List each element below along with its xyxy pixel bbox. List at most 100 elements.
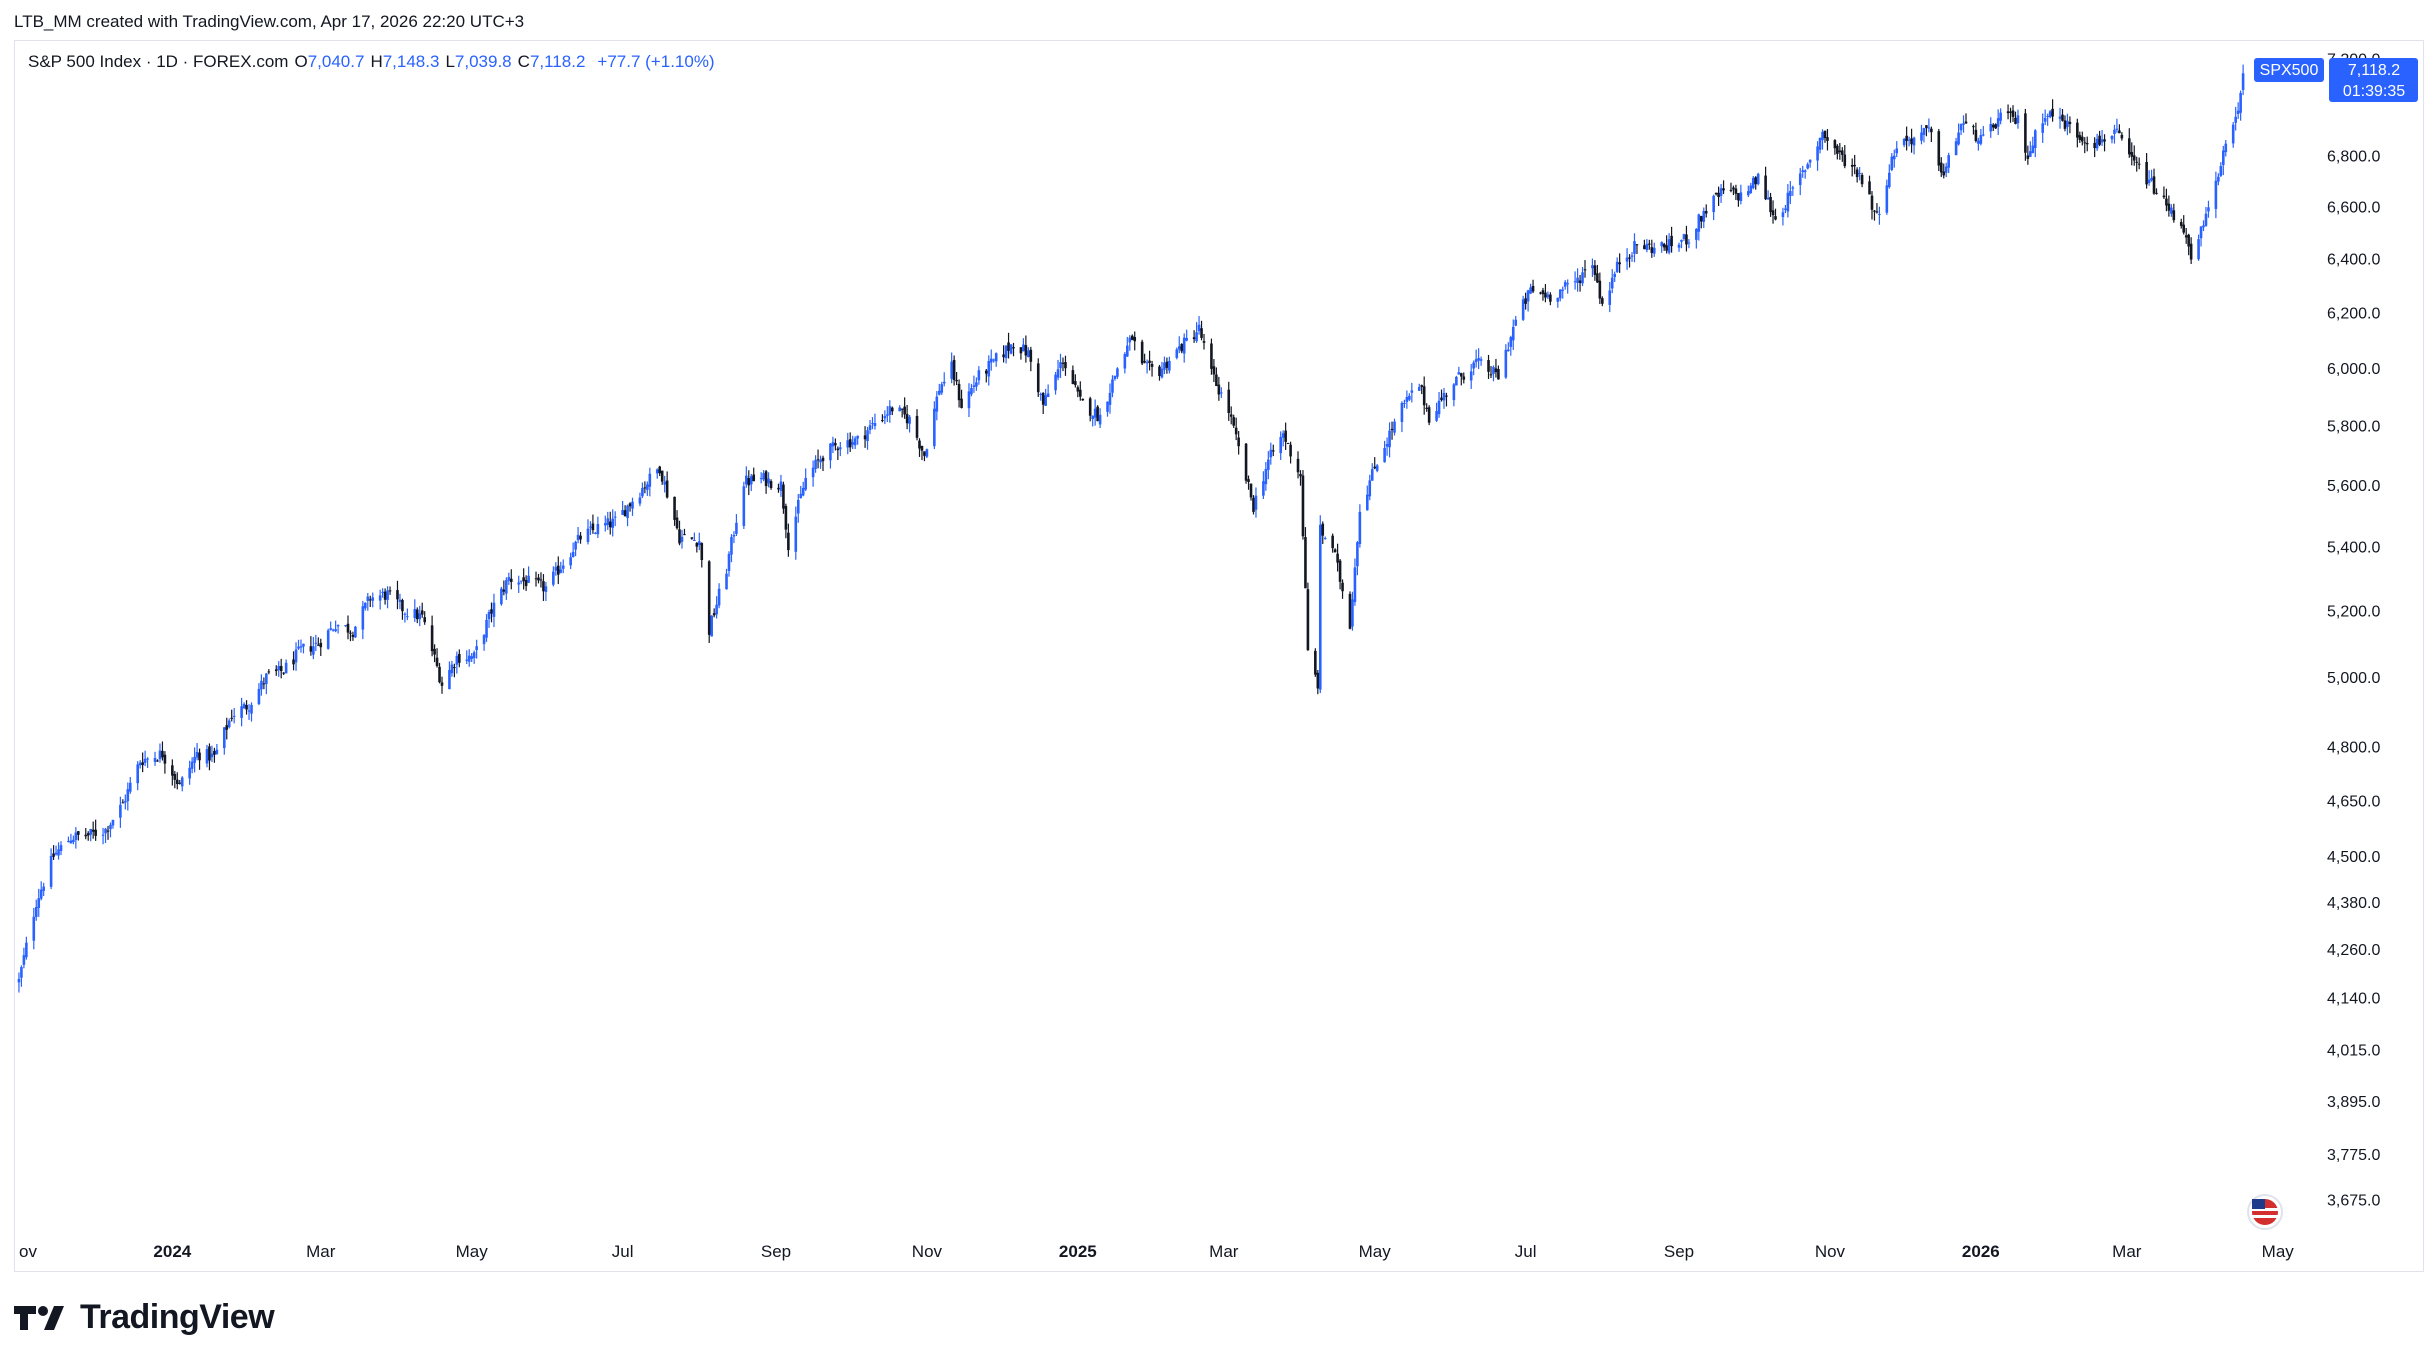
candle (853, 436, 857, 450)
candle (1212, 359, 1216, 383)
candle (1662, 242, 1666, 251)
candle (52, 845, 55, 860)
candle (1234, 417, 1238, 441)
candle (1012, 342, 1015, 357)
last-price-label: 7,118.2 (2348, 62, 2400, 79)
candle (777, 483, 780, 493)
candle (2187, 233, 2190, 256)
candle (2103, 134, 2106, 152)
candle (111, 819, 115, 829)
candle (866, 426, 869, 450)
candle (302, 643, 305, 654)
candle (1024, 335, 1028, 363)
candle (1180, 343, 1184, 354)
candle (1729, 182, 1733, 193)
candle (467, 649, 471, 667)
candle (1529, 283, 1532, 294)
candle (1281, 430, 1285, 447)
x-tick-label: Jul (1515, 1242, 1537, 1261)
candle (1076, 385, 1080, 398)
candle (213, 747, 216, 763)
candle (759, 472, 763, 484)
candle (1440, 389, 1443, 402)
legend-open: O7,040.7 (294, 52, 365, 71)
x-tick-label: Sep (1664, 1242, 1694, 1261)
candle (1833, 139, 1837, 155)
candle (539, 572, 543, 588)
candle (1610, 269, 1614, 294)
candle (1633, 233, 1636, 263)
candle (475, 639, 478, 659)
candle (1422, 376, 1426, 415)
candle (742, 481, 746, 529)
candle (225, 717, 229, 740)
candle (836, 446, 840, 461)
candle (1937, 128, 1941, 172)
candle (74, 827, 78, 849)
candle (1816, 141, 1819, 171)
candle (1652, 242, 1656, 257)
candle (91, 821, 95, 839)
candle (1113, 375, 1117, 381)
candle (1279, 431, 1283, 460)
candle (2100, 130, 2104, 146)
x-tick-label: 2024 (153, 1242, 191, 1261)
candle (1635, 244, 1639, 255)
countdown-label: 01:39:35 (2343, 83, 2405, 100)
candle (2016, 109, 2020, 129)
candle (2006, 104, 2010, 120)
candle (1165, 357, 1169, 374)
candle (1088, 396, 1092, 422)
candle (2058, 107, 2062, 129)
candle (1271, 444, 1275, 457)
candle (299, 639, 303, 653)
candle (646, 481, 649, 496)
candle (482, 634, 486, 651)
candle (1195, 322, 1198, 343)
candle (317, 637, 320, 646)
candle (569, 552, 572, 570)
candle (1667, 233, 1671, 255)
candle (2214, 171, 2218, 219)
candle (1546, 291, 1550, 300)
us-flag-icon[interactable] (2247, 1194, 2283, 1230)
candle (119, 796, 122, 828)
candle (240, 697, 243, 727)
y-tick-label: 4,015.0 (2327, 1042, 2380, 1059)
candle (1999, 108, 2002, 125)
candle (1996, 109, 2000, 136)
tradingview-logo[interactable]: TradingView (14, 1298, 275, 1337)
candle (2041, 113, 2045, 143)
candle (413, 599, 417, 622)
candle (49, 848, 53, 890)
candle (984, 368, 988, 383)
candle (1719, 184, 1723, 203)
candle (2115, 118, 2119, 133)
legend-close: C7,118.2 (517, 52, 586, 71)
candle (2236, 102, 2240, 120)
candle (440, 676, 444, 694)
x-tick-label: Mar (2112, 1242, 2142, 1261)
candle (1601, 296, 1604, 307)
candle (1145, 359, 1149, 374)
y-tick-label: 4,500.0 (2327, 849, 2380, 866)
candle (1353, 558, 1357, 606)
candle (84, 828, 88, 840)
candle (1734, 184, 1738, 201)
candle (1289, 441, 1292, 464)
candle (940, 381, 944, 395)
candle (1267, 451, 1270, 480)
candle (819, 455, 822, 469)
candle (1521, 295, 1525, 321)
candle (42, 882, 45, 897)
candle (1341, 579, 1344, 599)
candle (935, 391, 939, 421)
candle (1269, 442, 1273, 465)
candle (2078, 131, 2082, 143)
y-tick-label: 6,400.0 (2327, 252, 2380, 269)
candle (124, 794, 127, 810)
candle (1410, 382, 1414, 403)
legend-symbol[interactable]: S&P 500 Index · 1D · FOREX.com (28, 52, 289, 71)
candle (188, 760, 191, 785)
